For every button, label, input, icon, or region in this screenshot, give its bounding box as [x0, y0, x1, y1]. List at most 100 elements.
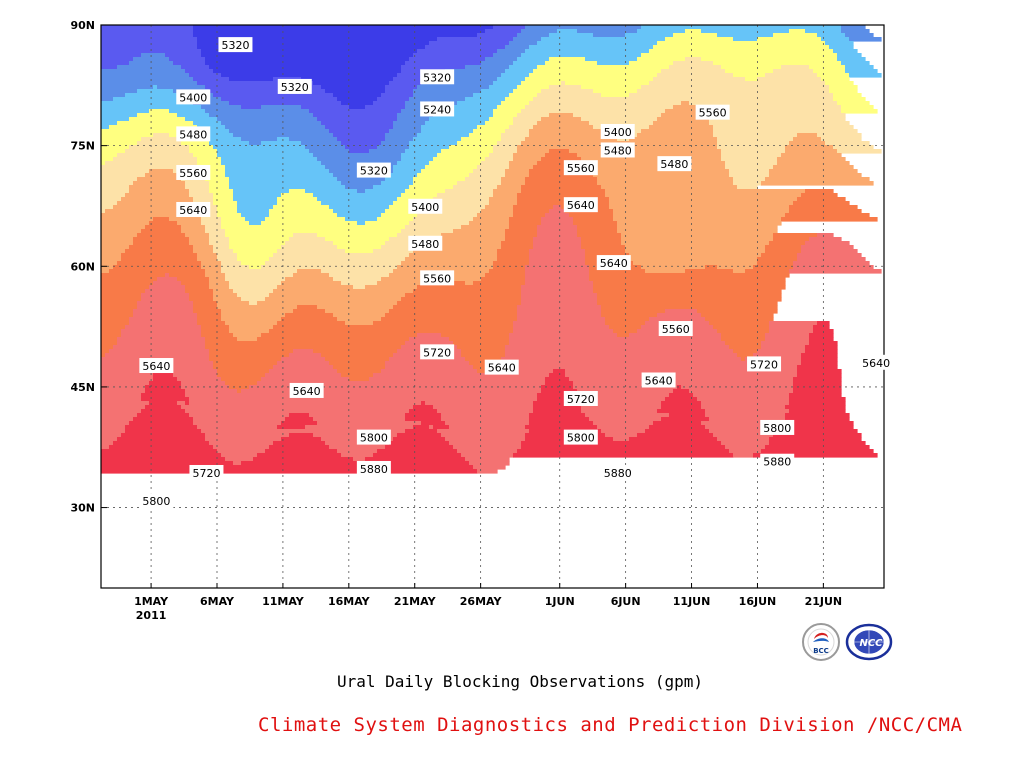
contour-band-9: [189, 401, 422, 406]
contour-band-7: [209, 285, 230, 290]
contour-band-3: [337, 177, 386, 182]
contour-band-2: [401, 65, 466, 70]
contour-band-9: [809, 237, 842, 242]
contour-label-background: [641, 372, 676, 388]
contour-band-9: [157, 277, 178, 282]
contour-band-9: [129, 321, 198, 326]
contour-band-8: [185, 285, 210, 290]
contour-band-9: [113, 345, 206, 350]
contour-band-10: [645, 429, 710, 434]
contour-band-2: [101, 25, 194, 30]
contour-band-7: [201, 261, 222, 266]
contour-band-9: [521, 285, 594, 290]
contour-band-2: [337, 137, 386, 142]
contour-band-10: [377, 449, 458, 454]
contour-band-4: [345, 217, 378, 222]
contour-band-9: [101, 381, 150, 386]
contour-band-6: [241, 297, 266, 302]
contour-band-8: [685, 269, 734, 274]
contour-band-6: [729, 173, 770, 178]
contour-band-3: [129, 61, 174, 66]
contour-band-9: [593, 421, 654, 426]
contour-band-5: [841, 105, 874, 110]
contour-band-6: [825, 141, 870, 146]
contour-band-5: [429, 161, 482, 166]
chart-title: Ural Daily Blocking Observations (gpm): [336, 672, 704, 691]
contour-band-6: [289, 237, 326, 242]
contour-band-3: [117, 65, 182, 70]
contour-band-4: [113, 97, 190, 102]
contour-band-8: [449, 337, 510, 342]
contour-band-7: [209, 281, 230, 286]
contour-band-10: [153, 377, 178, 382]
contour-band-3: [317, 157, 402, 162]
contour-band-8: [529, 169, 590, 174]
contour-band-8: [257, 337, 410, 342]
contour-band-3: [133, 57, 170, 62]
x-tick-label: 21JUN: [805, 595, 843, 608]
contour-band-4: [209, 141, 250, 146]
contour-band-9: [101, 393, 142, 398]
contour-band-2: [413, 53, 494, 58]
contour-band-5: [665, 37, 734, 42]
contour-band-8: [513, 209, 550, 214]
contour-band-6: [425, 205, 486, 210]
contour-band-10: [793, 385, 842, 390]
contour-band-7: [617, 225, 778, 230]
contour-band-7: [101, 253, 122, 258]
contour-band-8: [589, 269, 646, 274]
contour-value-label: 5800: [139, 493, 174, 509]
contour-band-8: [405, 293, 522, 298]
contour-band-5: [417, 173, 470, 178]
contour-band-4: [389, 173, 418, 178]
contour-band-8: [577, 233, 622, 238]
contour-band-7: [513, 157, 542, 162]
contour-band-10: [413, 405, 434, 410]
contour-band-9: [353, 457, 366, 462]
contour-band-10: [101, 469, 478, 474]
contour-band-4: [585, 57, 638, 62]
contour-band-5: [377, 217, 414, 222]
contour-band-4: [481, 89, 514, 94]
contour-band-2: [381, 93, 414, 98]
contour-value-label: 5720: [420, 344, 455, 360]
contour-band-2: [169, 57, 206, 62]
contour-band-6: [581, 117, 658, 122]
contour-band-6: [213, 249, 234, 254]
contour-band-8: [569, 213, 614, 218]
contour-band-9: [801, 245, 854, 250]
contour-band-3: [389, 129, 422, 134]
contour-band-9: [385, 361, 470, 366]
contour-label-background: [563, 390, 598, 406]
contour-band-6: [413, 217, 474, 222]
contour-band-9: [433, 405, 534, 410]
contour-band-8: [505, 229, 538, 234]
contour-band-7: [569, 149, 722, 154]
contour-band-9: [101, 441, 114, 446]
contour-band-5: [337, 245, 382, 250]
contour-band-9: [117, 341, 206, 346]
contour-band-7: [625, 249, 766, 254]
contour-band-9: [265, 373, 342, 378]
contour-band-9: [181, 405, 414, 410]
contour-band-8: [529, 173, 594, 178]
contour-band-6: [353, 285, 366, 290]
contour-band-4: [513, 61, 546, 66]
contour-band-5: [473, 129, 506, 134]
contour-band-5: [469, 133, 502, 138]
contour-band-9: [465, 457, 510, 462]
contour-labels: 5320 5320 5320 5240 5400 5480 5560 5640 5320 5400…: [139, 37, 894, 509]
contour-band-10: [265, 449, 338, 454]
contour-label-background: [600, 123, 635, 139]
contour-label-text: 5640: [488, 362, 516, 375]
contour-band-4: [393, 169, 422, 174]
contour-band-7: [101, 245, 130, 250]
contour-band-9: [793, 261, 870, 266]
contour-band-10: [761, 449, 874, 454]
contour-label-text: 5720: [567, 393, 595, 406]
contour-band-5: [549, 57, 586, 62]
contour-band-2: [341, 141, 382, 146]
contour-band-9: [769, 329, 814, 334]
contour-band-5: [213, 201, 238, 206]
